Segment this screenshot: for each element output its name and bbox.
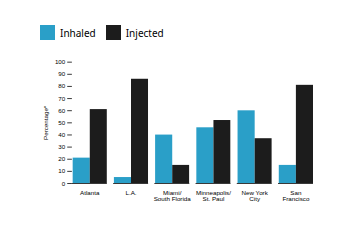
svg-text:20: 20 [58, 155, 65, 162]
svg-text:30: 30 [58, 143, 65, 150]
html-text:Inhaled: Inhaled [60, 25, 96, 40]
svg-text:Percentage*: Percentage* [42, 105, 49, 140]
svg-text:L.A.: L.A. [125, 189, 136, 196]
svg-text:90: 90 [58, 70, 65, 77]
svg-text:40: 40 [58, 131, 65, 138]
svg-text:100: 100 [55, 58, 66, 65]
svg-text:50: 50 [58, 119, 65, 126]
svg-text:80: 80 [58, 82, 65, 89]
svg-text:Minneapolis/St. Paul: Minneapolis/St. Paul [196, 189, 231, 202]
svg-text:70: 70 [58, 95, 65, 102]
svg-text:60: 60 [58, 107, 65, 114]
svg-text:Miami/South Florida: Miami/South Florida [154, 189, 192, 202]
svg-text:New YorkCity: New YorkCity [242, 189, 269, 202]
html-text:Injected: Injected [125, 25, 164, 40]
svg-text:0: 0 [62, 179, 66, 186]
svg-text:10: 10 [58, 167, 65, 174]
svg-text:SanFrancisco: SanFrancisco [282, 189, 309, 202]
svg-text:Atlanta: Atlanta [80, 189, 100, 196]
